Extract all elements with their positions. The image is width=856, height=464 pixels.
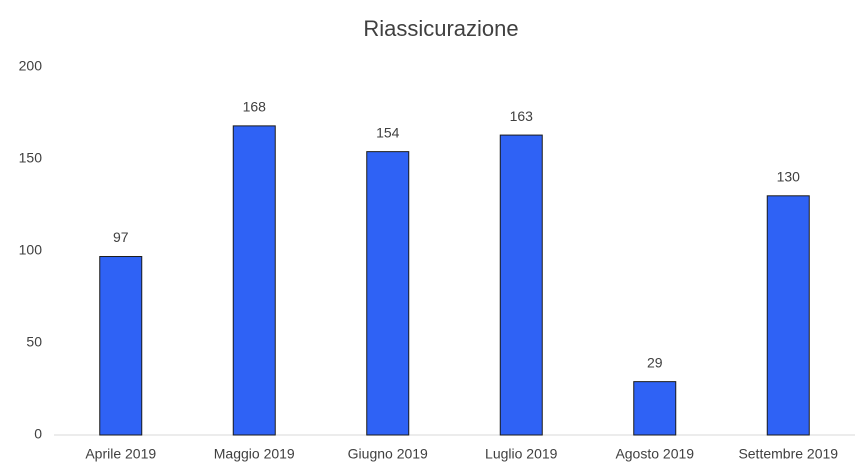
- data-label: 154: [376, 124, 400, 140]
- x-tick-label: Luglio 2019: [485, 446, 558, 462]
- bar: [499, 134, 543, 436]
- y-tick-label: 100: [19, 242, 43, 258]
- x-tick-label: Agosto 2019: [615, 446, 694, 462]
- x-tick-label: Giugno 2019: [348, 446, 428, 462]
- data-label: 168: [243, 99, 267, 115]
- data-label: 130: [777, 169, 801, 185]
- x-tick-label: Maggio 2019: [214, 446, 295, 462]
- data-label: 163: [510, 108, 534, 124]
- y-tick-label: 150: [19, 150, 43, 166]
- bar: [766, 195, 810, 436]
- bar: [633, 381, 677, 436]
- bar: [366, 151, 410, 436]
- x-tick-label: Aprile 2019: [85, 446, 156, 462]
- y-tick-label: 200: [19, 58, 43, 74]
- data-label: 29: [647, 354, 663, 370]
- chart-title: Riassicurazione: [363, 16, 518, 41]
- y-tick-label: 50: [26, 334, 42, 350]
- y-tick-label: 0: [34, 426, 42, 442]
- bar: [232, 125, 276, 436]
- bar: [99, 256, 143, 436]
- x-tick-label: Settembre 2019: [738, 446, 838, 462]
- data-label: 97: [113, 229, 129, 245]
